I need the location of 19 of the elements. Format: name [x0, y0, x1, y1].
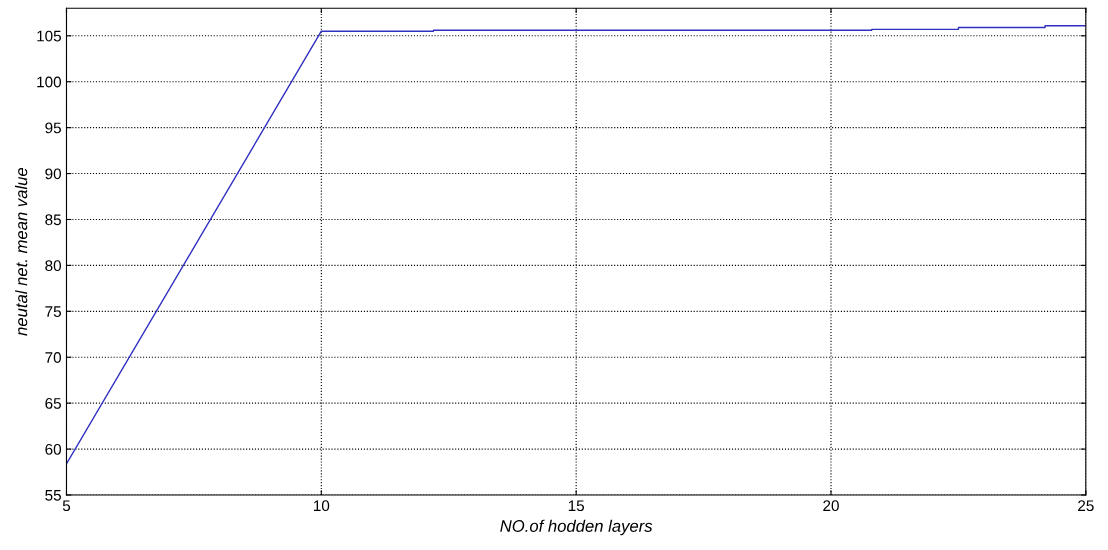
x-axis-title: NO.of hodden layers — [500, 519, 653, 536]
y-tick-label: 65 — [45, 398, 61, 409]
x-tick-label: 15 — [568, 500, 585, 512]
y-tick-label: 95 — [45, 122, 61, 134]
y-tick-label: 105 — [37, 30, 61, 42]
y-tick-label: 85 — [45, 214, 61, 226]
y-tick-label: 100 — [37, 76, 62, 88]
x-tick-label: 10 — [313, 500, 330, 512]
y-tick-label: 90 — [45, 168, 62, 180]
y-tick-label: 70 — [45, 352, 62, 363]
x-tick-label: 20 — [823, 500, 839, 512]
y-tick-label: 60 — [45, 443, 62, 455]
y-tick-label: 80 — [45, 260, 62, 272]
line-series — [66, 25, 1086, 465]
y-axis-title: neutal net. mean value — [15, 167, 28, 336]
y-tick-label: 55 — [45, 490, 61, 501]
x-tick-label: 5 — [62, 500, 71, 512]
x-tick-label: 25 — [1078, 500, 1094, 512]
y-tick-label: 75 — [45, 306, 61, 318]
